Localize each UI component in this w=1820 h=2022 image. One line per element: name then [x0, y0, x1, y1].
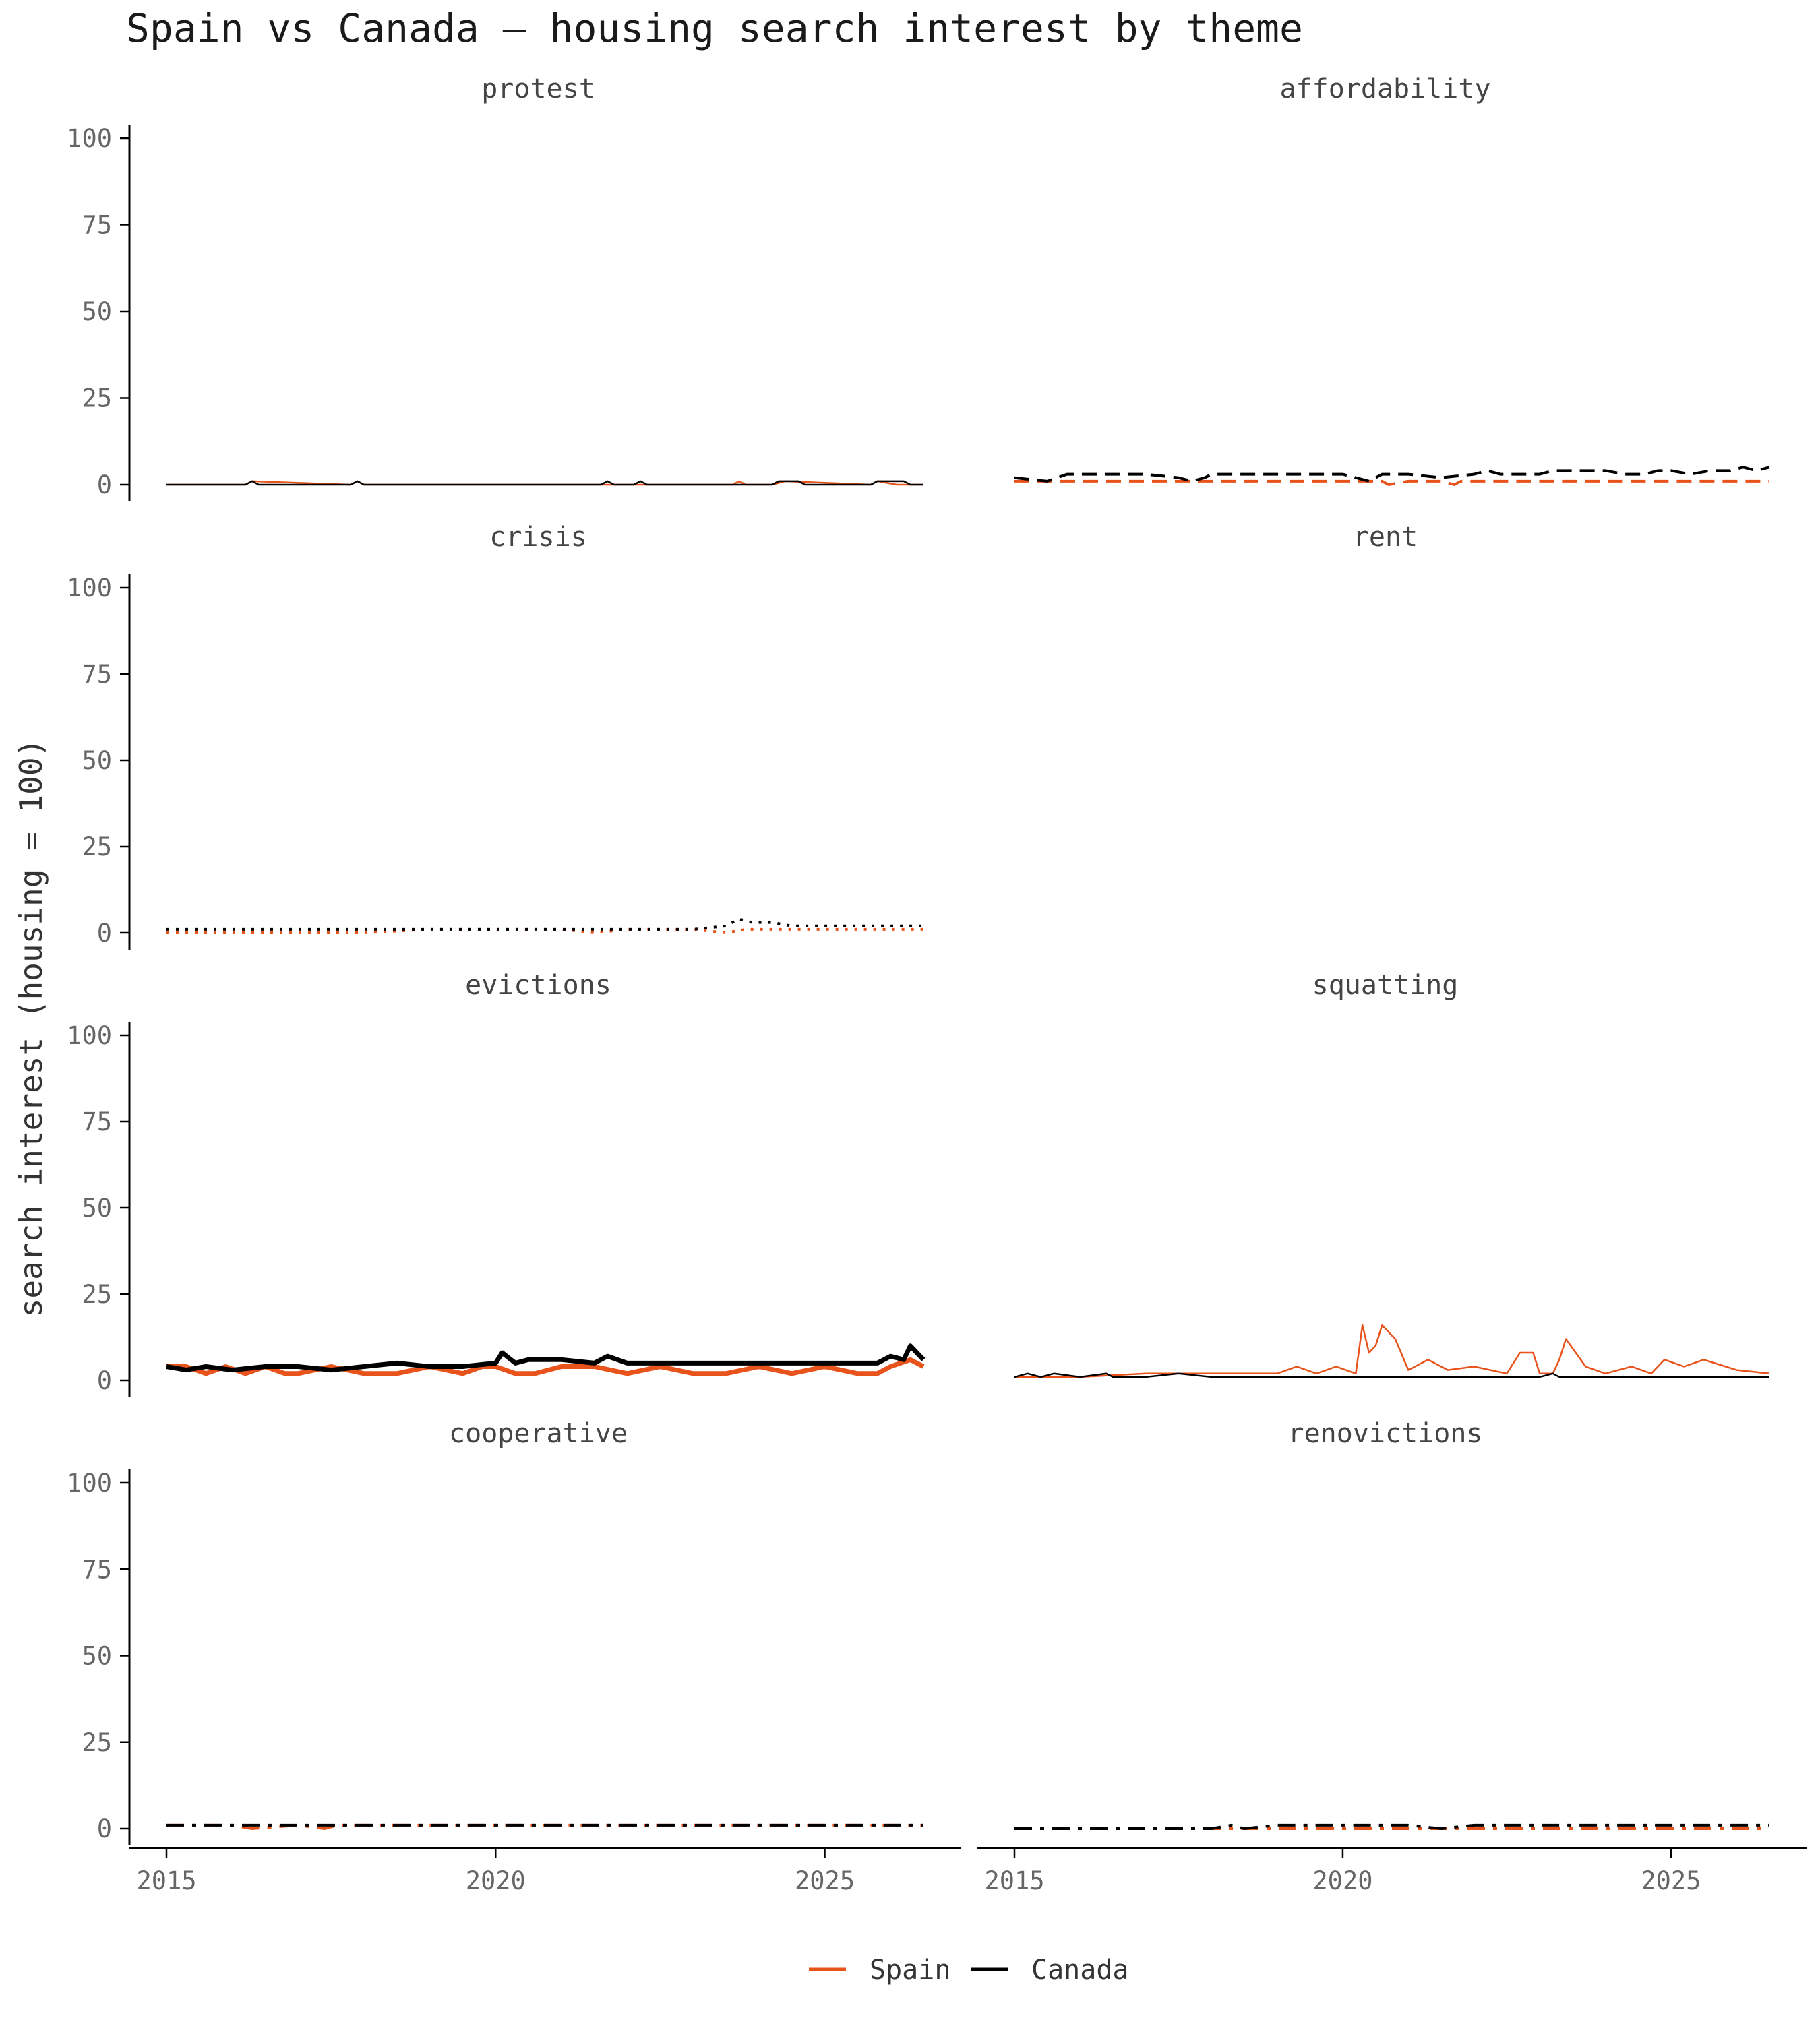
panel-evictions: evictions 0 25 50 75 100 [67, 970, 926, 1397]
y-axis-label: search interest (housing = 100) [13, 739, 49, 1318]
series-line-canada [166, 1343, 926, 1373]
panel-renovictions: renovictions 2015 2020 2025 [977, 1418, 1807, 1895]
series-line-canada [1014, 466, 1770, 483]
panel-squatting: squatting [1014, 970, 1770, 1378]
x-tick-label: 2025 [795, 1866, 855, 1895]
y-tick-label: 75 [82, 1107, 112, 1136]
series-line-spain [1014, 479, 1769, 486]
panel-affordability: affordability [1014, 73, 1770, 486]
chart-title: Spain vs Canada — housing search interes… [126, 5, 1303, 51]
panel-title: protest [481, 73, 595, 104]
y-tick-label: 0 [97, 919, 112, 948]
panel-title: evictions [465, 970, 611, 1001]
y-tick-label: 25 [82, 1728, 112, 1757]
series-line-canada [166, 480, 923, 486]
panel-title: cooperative [449, 1418, 628, 1449]
panel-title: affordability [1279, 73, 1490, 104]
x-tick-label: 2015 [984, 1866, 1044, 1895]
y-tick-label: 0 [97, 1366, 112, 1395]
series-line-canada [166, 917, 923, 931]
legend: Spain Canada [809, 1955, 1129, 1986]
series-line-spain [1014, 1324, 1770, 1378]
y-tick-label: 0 [97, 1814, 112, 1843]
panel-title: crisis [489, 522, 587, 553]
series-line-spain [166, 927, 923, 934]
panel-rent: rent [1353, 522, 1418, 553]
y-tick-label: 75 [82, 660, 112, 689]
facet-panels: protest 0 25 50 75 100 affordability crisis 0 25 5… [67, 73, 1807, 1895]
y-tick-label: 25 [82, 384, 112, 413]
panel-title: squatting [1312, 970, 1459, 1001]
x-tick-label: 2015 [136, 1866, 196, 1895]
y-tick-label: 50 [82, 746, 112, 775]
y-tick-label: 100 [67, 1021, 112, 1050]
y-tick-label: 25 [82, 1280, 112, 1309]
y-tick-label: 50 [82, 1194, 112, 1223]
panel-cooperative: cooperative 0 25 50 75 100 2015 2020 2025 [67, 1418, 961, 1895]
y-tick-label: 100 [67, 574, 112, 603]
y-tick-label: 0 [97, 470, 112, 499]
panel-title: renovictions [1288, 1418, 1483, 1449]
legend-label: Canada [1031, 1955, 1129, 1986]
y-tick-label: 50 [82, 297, 112, 326]
y-tick-label: 75 [82, 1555, 112, 1584]
series-line-canada [1014, 1823, 1769, 1830]
panel-crisis: crisis 0 25 50 75 100 [67, 522, 923, 950]
y-tick-label: 100 [67, 1469, 112, 1498]
y-tick-label: 100 [67, 124, 112, 153]
panel-protest: protest 0 25 50 75 100 [67, 73, 923, 501]
series-line-spain [166, 480, 923, 486]
x-tick-label: 2020 [466, 1866, 526, 1895]
panel-title: rent [1353, 522, 1418, 553]
series-line-canada [1014, 1372, 1769, 1378]
y-tick-label: 50 [82, 1642, 112, 1671]
legend-label: Spain [870, 1955, 950, 1986]
y-tick-label: 75 [82, 211, 112, 240]
x-tick-label: 2020 [1312, 1866, 1372, 1895]
x-tick-label: 2025 [1641, 1866, 1701, 1895]
y-tick-label: 25 [82, 832, 112, 861]
